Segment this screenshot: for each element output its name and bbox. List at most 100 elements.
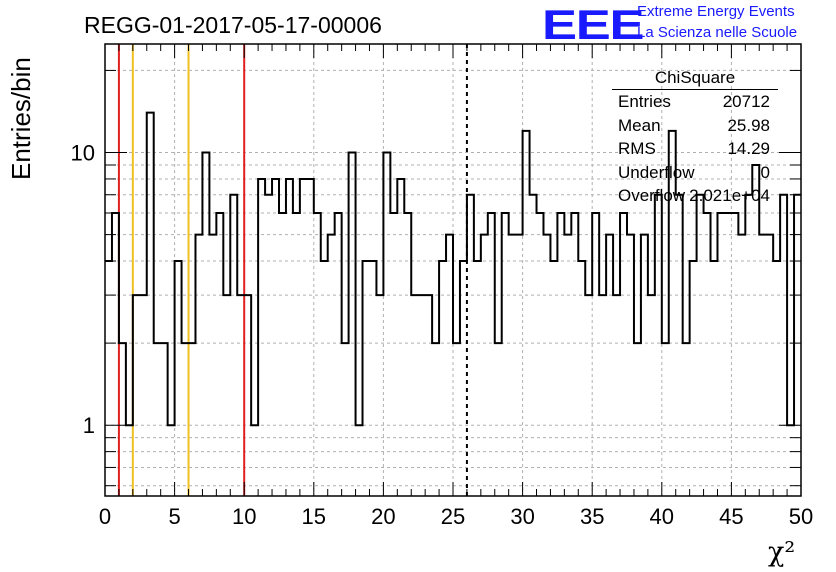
histogram-bin	[537, 213, 544, 496]
histogram-bin	[460, 261, 467, 496]
x-tick-label: 30	[510, 504, 534, 529]
histogram-bin	[766, 235, 773, 496]
histogram-bin	[182, 343, 189, 496]
histogram-bin	[697, 195, 704, 496]
histogram-bin	[161, 343, 168, 496]
histogram-bin	[502, 213, 509, 496]
histogram-bin	[446, 235, 453, 496]
histogram-bin	[140, 295, 147, 496]
x-axis-label: χ²	[768, 537, 796, 568]
histogram-bin	[237, 295, 244, 496]
histogram-bin	[724, 213, 731, 496]
stats-label: Overflow	[618, 186, 686, 205]
histogram-bin	[662, 343, 669, 496]
histogram-bin	[641, 235, 648, 496]
histogram-bin	[230, 195, 237, 496]
stats-value: 25.98	[727, 115, 770, 135]
logo-line-2: La Scienza nelle Scuole	[637, 24, 798, 41]
histogram-bin	[745, 195, 752, 496]
x-tick-label: 25	[441, 504, 465, 529]
stats-row: Mean 25.98	[612, 114, 778, 138]
histogram-bin	[676, 195, 683, 496]
histogram-bin	[195, 235, 202, 496]
histogram-bin	[648, 295, 655, 496]
histogram-bin	[530, 195, 537, 496]
histogram-bin	[627, 235, 634, 496]
histogram-bin	[293, 213, 300, 496]
histogram-bin	[363, 261, 370, 496]
stats-label: Underflow	[618, 162, 695, 182]
histogram-bin	[620, 213, 627, 496]
histogram-bin	[216, 213, 223, 496]
x-tick-label: 50	[789, 504, 813, 529]
histogram-bin	[376, 295, 383, 496]
stats-row: Underflow 0	[612, 161, 778, 185]
histogram-bin	[467, 195, 474, 496]
histogram-series	[105, 111, 801, 427]
histogram-bin	[592, 213, 599, 496]
histogram-bin	[328, 235, 335, 496]
stats-value: 14.29	[727, 139, 770, 158]
eee-logo: EEE	[542, 1, 645, 48]
x-tick-label: 5	[168, 504, 180, 529]
stats-title: ChiSquare	[612, 68, 778, 90]
histogram-bin	[147, 113, 154, 496]
histogram-bin	[690, 261, 697, 496]
stats-value: 20712	[722, 92, 770, 111]
stats-label: RMS	[618, 139, 656, 158]
histogram-bin	[314, 213, 321, 496]
histogram-bin	[411, 295, 418, 496]
histogram-bin	[286, 179, 293, 496]
x-tick-label: 35	[580, 504, 604, 529]
histogram-bin	[571, 213, 578, 496]
histogram-bin	[251, 425, 258, 496]
histogram-bin	[606, 235, 613, 496]
histogram-bin	[717, 213, 724, 496]
x-tick-label: 40	[650, 504, 674, 529]
histogram-bin	[655, 195, 662, 496]
histogram-bin	[481, 235, 488, 496]
histogram-bin	[279, 213, 286, 496]
histogram-bin	[349, 153, 356, 496]
histogram-bin	[112, 213, 119, 496]
histogram-bin	[425, 295, 432, 496]
y-axis-label: Entries/bin	[6, 57, 36, 180]
histogram-bin	[342, 343, 349, 496]
histogram-bin	[557, 213, 564, 496]
histogram-bin	[523, 131, 530, 496]
histogram-bin	[564, 235, 571, 496]
histogram-bin	[495, 343, 502, 496]
histogram-bin	[794, 195, 801, 496]
histogram-bin	[550, 261, 557, 496]
histogram-bin	[390, 213, 397, 496]
histogram-bin	[418, 295, 425, 496]
histogram-bin	[383, 153, 390, 496]
histogram-bin	[780, 195, 787, 496]
y-tick-label: 1	[83, 413, 95, 438]
histogram-bin	[578, 261, 585, 496]
stats-row: Overflow 2.021e+04	[612, 184, 778, 208]
histogram-bin	[258, 179, 265, 496]
histogram-bin	[738, 235, 745, 496]
histogram-bin	[223, 295, 230, 496]
histogram-bin	[752, 165, 759, 496]
stats-label: Mean	[618, 115, 661, 135]
histogram-bin	[105, 261, 112, 496]
histogram-bin	[175, 261, 182, 496]
histogram-bin	[453, 343, 460, 496]
histogram-bin	[272, 179, 279, 496]
histogram-bin	[432, 343, 439, 496]
histogram-bin	[244, 295, 251, 496]
stats-row: RMS 14.29	[612, 137, 778, 161]
histogram-bin	[209, 235, 216, 496]
histogram-bin	[397, 179, 404, 496]
stats-value: 0	[760, 162, 770, 182]
histogram-bin	[613, 295, 620, 496]
histogram-bin	[704, 213, 711, 496]
histogram-bin	[189, 343, 196, 496]
histogram-bin	[356, 425, 363, 496]
histogram-bin	[759, 235, 766, 496]
logo-line-1: Extreme Energy Events	[637, 3, 795, 20]
histogram-bin	[773, 261, 780, 496]
